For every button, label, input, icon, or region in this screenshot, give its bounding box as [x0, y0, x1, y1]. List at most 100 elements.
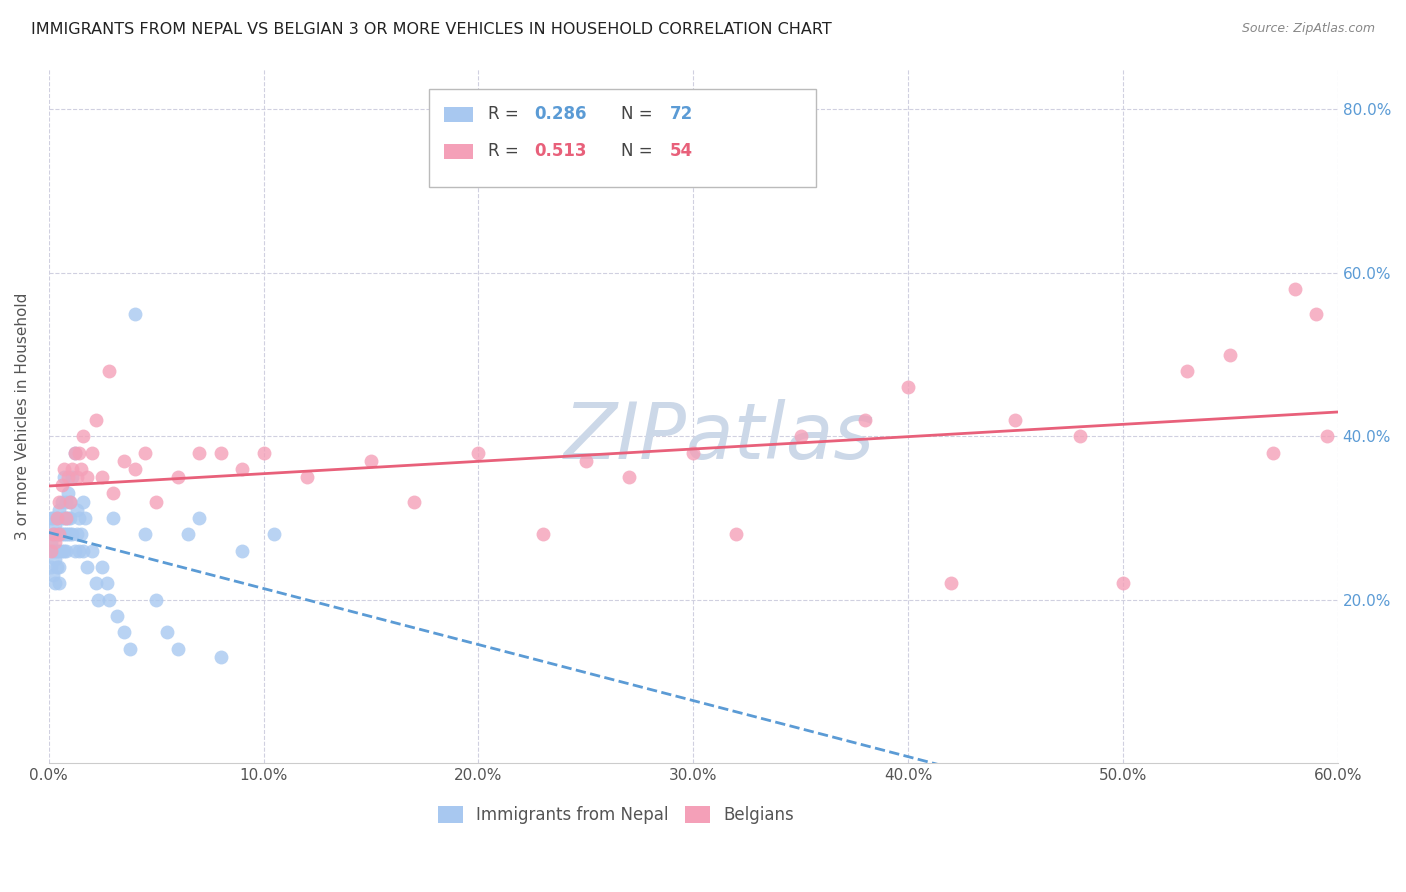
- Point: [84, 576, 107, 591]
- Point: [66, 470, 89, 484]
- Point: [107, 609, 129, 624]
- Point: [48, 503, 70, 517]
- Text: IMMIGRANTS FROM NEPAL VS BELGIAN 3 OR MORE VEHICLES IN HOUSEHOLD CORRELATION CHA: IMMIGRANTS FROM NEPAL VS BELGIAN 3 OR MO…: [31, 22, 832, 37]
- Point: [91, 470, 114, 484]
- Point: [188, 511, 211, 525]
- Point: [44, 576, 66, 591]
- Point: [48, 576, 70, 591]
- Point: [60, 470, 83, 484]
- FancyBboxPatch shape: [429, 89, 815, 186]
- Point: [1284, 282, 1306, 296]
- Point: [124, 307, 146, 321]
- Point: [897, 380, 920, 394]
- Point: [46, 527, 69, 541]
- Text: ZIPatlas: ZIPatlas: [564, 399, 875, 475]
- Point: [531, 527, 554, 541]
- Point: [44, 551, 66, 566]
- Point: [209, 445, 232, 459]
- Point: [51, 527, 73, 541]
- Y-axis label: 3 or more Vehicles in Household: 3 or more Vehicles in Household: [15, 293, 30, 540]
- Point: [52, 462, 75, 476]
- Point: [39, 535, 62, 549]
- Point: [231, 462, 253, 476]
- Point: [72, 494, 94, 508]
- Point: [1305, 307, 1327, 321]
- Point: [52, 511, 75, 525]
- Point: [42, 568, 65, 582]
- Point: [52, 527, 75, 541]
- Point: [67, 543, 90, 558]
- Point: [725, 527, 748, 541]
- Point: [55, 543, 77, 558]
- Point: [48, 543, 70, 558]
- Point: [939, 576, 962, 591]
- Point: [39, 560, 62, 574]
- Point: [1175, 364, 1198, 378]
- Point: [51, 478, 73, 492]
- Point: [467, 445, 489, 459]
- Text: 54: 54: [671, 142, 693, 161]
- Point: [80, 543, 103, 558]
- Point: [231, 543, 253, 558]
- Point: [145, 494, 167, 508]
- Point: [56, 486, 79, 500]
- Point: [42, 527, 65, 541]
- Point: [59, 494, 82, 508]
- Point: [103, 511, 125, 525]
- Point: [48, 560, 70, 574]
- Point: [112, 625, 135, 640]
- Point: [360, 454, 382, 468]
- Point: [59, 527, 82, 541]
- Point: [209, 649, 232, 664]
- Point: [42, 527, 65, 541]
- Point: [63, 445, 86, 459]
- Point: [66, 527, 89, 541]
- Point: [55, 494, 77, 508]
- Text: 72: 72: [671, 105, 693, 123]
- Point: [1219, 347, 1241, 361]
- Point: [84, 413, 107, 427]
- Text: 0.513: 0.513: [534, 142, 588, 161]
- Point: [120, 641, 142, 656]
- Point: [853, 413, 876, 427]
- Point: [72, 429, 94, 443]
- Point: [103, 486, 125, 500]
- Point: [1316, 429, 1339, 443]
- Point: [44, 527, 66, 541]
- Point: [48, 527, 70, 541]
- Point: [39, 543, 62, 558]
- Point: [63, 445, 86, 459]
- Point: [156, 625, 179, 640]
- Point: [575, 454, 598, 468]
- Point: [91, 560, 114, 574]
- Point: [46, 560, 69, 574]
- Point: [1069, 429, 1091, 443]
- Point: [55, 511, 77, 525]
- Point: [44, 519, 66, 533]
- Text: R =: R =: [488, 105, 524, 123]
- Point: [682, 445, 704, 459]
- Point: [402, 494, 425, 508]
- Text: N =: N =: [621, 105, 658, 123]
- Point: [60, 527, 83, 541]
- Text: Source: ZipAtlas.com: Source: ZipAtlas.com: [1241, 22, 1375, 36]
- Point: [56, 527, 79, 541]
- Point: [97, 592, 120, 607]
- Point: [39, 511, 62, 525]
- Point: [263, 527, 285, 541]
- Point: [96, 576, 118, 591]
- Point: [46, 543, 69, 558]
- Point: [59, 511, 82, 525]
- Point: [51, 494, 73, 508]
- Point: [134, 445, 156, 459]
- Point: [52, 543, 75, 558]
- Point: [44, 535, 66, 549]
- Point: [617, 470, 640, 484]
- Point: [51, 511, 73, 525]
- Point: [166, 470, 188, 484]
- Point: [55, 527, 77, 541]
- Point: [51, 543, 73, 558]
- Point: [80, 445, 103, 459]
- Point: [56, 511, 79, 525]
- Point: [67, 445, 90, 459]
